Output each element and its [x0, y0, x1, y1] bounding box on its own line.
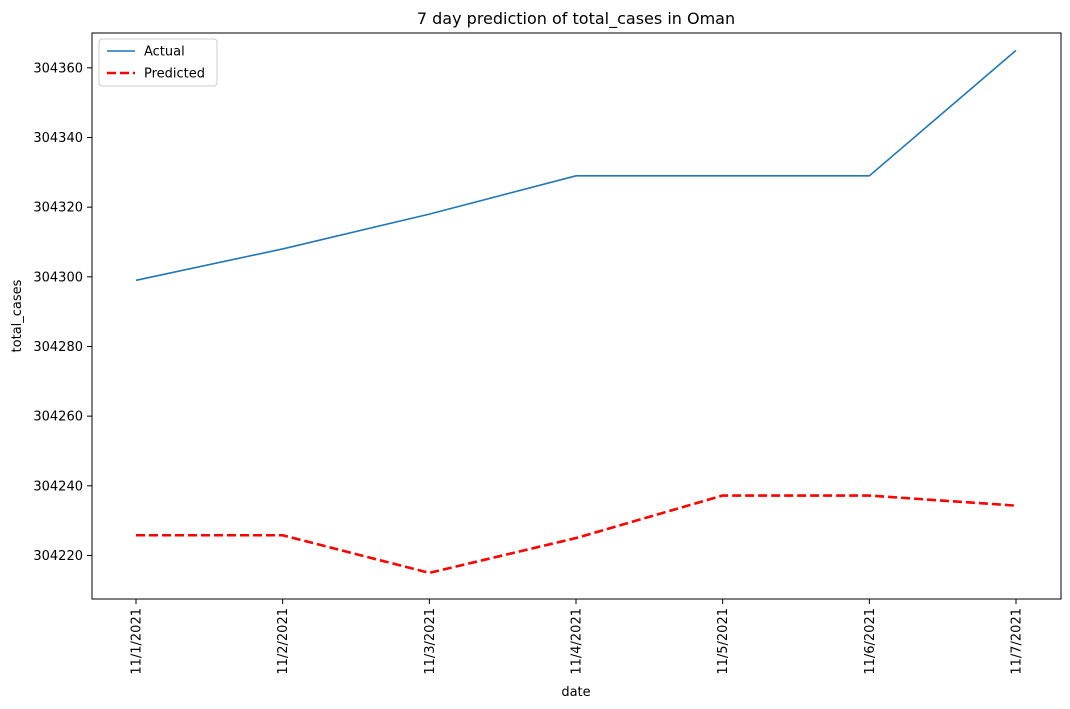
y-tick-label: 304260	[33, 410, 83, 425]
x-tick-label: 11/2/2021	[276, 608, 291, 675]
plot-frame	[91, 32, 1062, 600]
x-tick-label: 11/6/2021	[863, 608, 878, 675]
chart-title: 7 day prediction of total_cases in Oman	[417, 9, 735, 29]
y-axis-label: total_cases	[10, 279, 25, 352]
y-tick-label: 304340	[33, 131, 83, 146]
legend-label: Actual	[144, 45, 185, 60]
y-tick-label: 304300	[33, 270, 83, 285]
y-tick-label: 304280	[33, 340, 83, 355]
y-tick-label: 304360	[33, 61, 83, 76]
y-tick-label: 304220	[33, 549, 83, 564]
y-tick-label: 304320	[33, 201, 83, 216]
x-tick-label: 11/3/2021	[423, 608, 438, 675]
x-tick-label: 11/5/2021	[716, 608, 731, 675]
legend-label: Predicted	[144, 67, 205, 82]
y-tick-label: 304240	[33, 479, 83, 494]
legend: Actual Predicted	[98, 38, 218, 87]
series-line-predicted	[136, 494, 1017, 575]
x-tick-label: 11/4/2021	[570, 608, 585, 675]
plot-area	[135, 49, 1017, 575]
x-axis-label: date	[561, 685, 590, 700]
x-tick-label: 11/1/2021	[130, 608, 145, 675]
series-line-actual	[135, 49, 1017, 282]
x-tick-label: 11/7/2021	[1010, 608, 1025, 675]
